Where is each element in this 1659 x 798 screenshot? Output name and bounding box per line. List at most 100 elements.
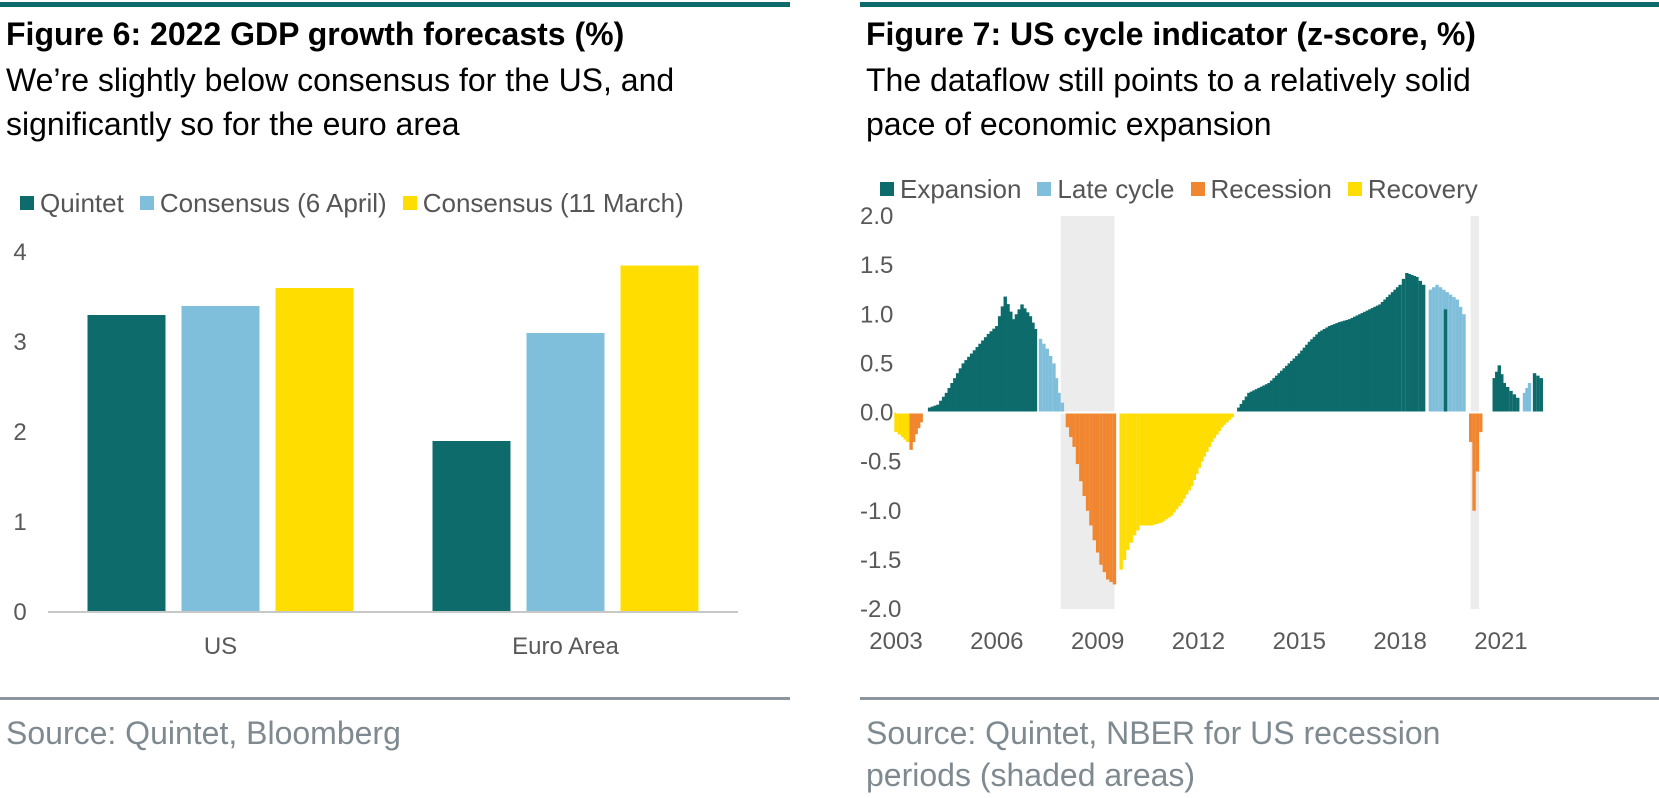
cycle-bar [1009, 311, 1013, 413]
cycle-bar [1350, 317, 1354, 413]
cycle-bar [1390, 292, 1395, 413]
cycle-bar [1167, 412, 1171, 518]
cycle-bar [1277, 373, 1281, 413]
cycle-bar [1017, 309, 1021, 413]
legend-item: Quintet [20, 188, 124, 219]
cycle-bar [1187, 412, 1191, 491]
cycle-bar [1011, 319, 1016, 413]
cycle-bar [901, 412, 905, 438]
cycle-bar [1267, 383, 1271, 413]
cycle-bar [941, 396, 946, 413]
legend-item: Consensus (6 April) [139, 187, 387, 219]
cycle-bar [1000, 306, 1005, 413]
cycle-bar [1200, 412, 1204, 462]
cycle-bar [1370, 308, 1375, 413]
cycle-bar [1252, 390, 1256, 413]
legend-swatch [1037, 182, 1052, 196]
cycle-bar [1230, 412, 1234, 418]
cycle-bar [1415, 276, 1419, 413]
cycle-bar [1418, 280, 1422, 413]
legend-label: Late cycle [1057, 173, 1175, 204]
cycle-bar [1136, 412, 1140, 531]
legend-item: Expansion [880, 174, 1021, 205]
cycle-bar [1435, 284, 1439, 413]
cycle-bar [978, 343, 982, 413]
cycle-bar [1085, 412, 1090, 511]
cycle-bar [1003, 296, 1007, 413]
cycle-bar [1239, 403, 1244, 413]
legend-label: Consensus (6 April) [159, 187, 387, 218]
cycle-bar [1072, 412, 1076, 447]
cycle-bar [1337, 322, 1342, 413]
y-tick-label: 1.5 [860, 252, 893, 279]
cycle-bar [1048, 356, 1053, 413]
cycle-bar [1305, 344, 1309, 413]
figure-6-subtitle: We’re slightly below consensus for the U… [6, 58, 786, 146]
cycle-bar [981, 340, 985, 413]
cycle-bar [1332, 324, 1337, 413]
cycle-bar [1102, 412, 1107, 573]
cycle-bar [1525, 387, 1529, 413]
cycle-bar [933, 405, 937, 413]
y-tick-label: -1.0 [860, 498, 901, 525]
cycle-bar [1242, 400, 1246, 413]
legend-swatch [402, 196, 417, 210]
cycle-bar [1327, 326, 1332, 413]
cycle-bar [1315, 334, 1319, 413]
y-tick-label: -0.5 [860, 449, 901, 476]
cycle-bar [1274, 375, 1279, 413]
cycle-bar [950, 383, 954, 413]
cycle-bar [961, 363, 965, 413]
figure-7-cycle-chart: 2.0 1.5 1.0 0.5 0.0 -0.5 -1.0 -1.5 -2.0 2003 2006 2… [860, 204, 1548, 655]
cycle-bar [1272, 378, 1276, 413]
cycle-bar [1185, 412, 1189, 495]
cycle-bar [944, 392, 949, 413]
y-tick-label: -2.0 [860, 596, 901, 623]
cycle-bar [1099, 412, 1103, 565]
legend-label: Recession [1210, 173, 1332, 204]
cycle-bar [1192, 412, 1196, 481]
cycle-bar [1497, 365, 1501, 413]
cycle-bar [1395, 287, 1400, 413]
cycle-bar [1479, 412, 1483, 433]
cycle-bar [1345, 319, 1349, 413]
cycle-bar [1292, 358, 1296, 413]
cycle-bar [1147, 412, 1151, 526]
cycle-bar [919, 412, 923, 423]
cycle-bar [1458, 306, 1463, 413]
cycle-bar [1317, 331, 1322, 413]
cycle-bar [1469, 412, 1473, 442]
cycle-bar [1025, 312, 1030, 413]
cycle-bar [947, 387, 951, 413]
cycle-bar [1373, 306, 1377, 413]
cycle-bar [1353, 316, 1357, 413]
cycle-bar [1322, 328, 1327, 413]
cycle-bar [1205, 412, 1209, 452]
bar [87, 315, 166, 612]
figure-7-subtitle: The dataflow still points to a relativel… [866, 58, 1646, 146]
cycle-bar [1259, 386, 1264, 413]
cycle-bar [1287, 363, 1291, 413]
cycle-bar [1023, 308, 1027, 413]
cycle-bar [1536, 375, 1540, 413]
cycle-bar [992, 328, 996, 413]
cycle-bar [1079, 412, 1083, 482]
cycle-bar [1325, 327, 1329, 413]
cycle-bar [1378, 304, 1382, 413]
cycle-bar [1195, 412, 1199, 474]
y-tick-label: 0 [13, 599, 26, 626]
cycle-bar [1475, 412, 1480, 472]
cycle-bar [995, 326, 999, 413]
cycle-bar [909, 412, 913, 450]
cycle-bar [1109, 412, 1113, 582]
cycle-bar [1119, 412, 1123, 570]
y-tick-label: 2 [13, 419, 26, 446]
x-tick-label: Euro Area [512, 633, 619, 660]
bar [181, 306, 260, 612]
cycle-bar [1164, 412, 1169, 520]
y-tick-label: 1.0 [860, 301, 893, 328]
legend-item: Consensus (11 March) [402, 188, 684, 219]
cycle-bar [1227, 412, 1232, 420]
cycle-bar [1014, 314, 1019, 413]
cycle-bar [958, 368, 963, 413]
